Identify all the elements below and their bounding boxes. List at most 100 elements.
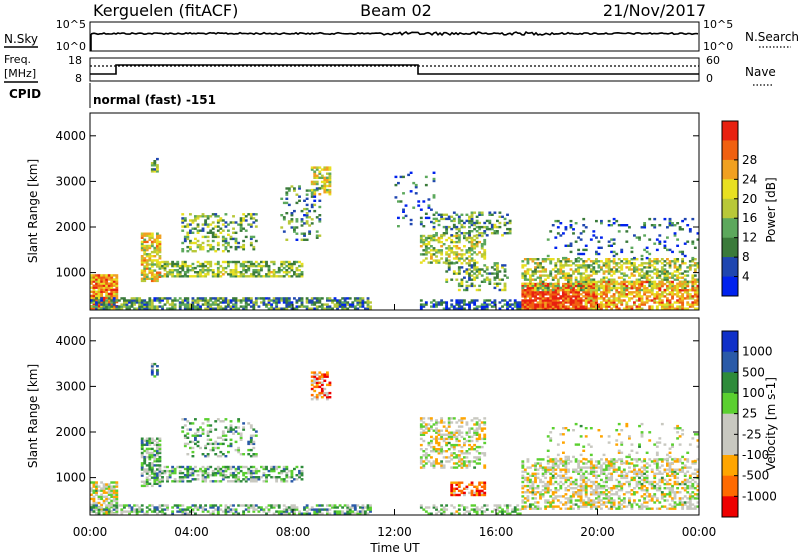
velocity-cell (445, 450, 448, 452)
power-cell (280, 299, 283, 301)
velocity-cell (440, 430, 443, 432)
velocity-cell (252, 441, 255, 443)
power-cell (582, 299, 585, 301)
power-cell (575, 264, 578, 266)
velocity-cell (288, 508, 291, 510)
velocity-cell (217, 443, 220, 445)
power-cell (641, 277, 644, 279)
power-cell (524, 295, 527, 297)
power-cell (433, 178, 436, 180)
velocity-cell (313, 386, 316, 388)
power-cell (473, 212, 476, 214)
power-cell (651, 260, 654, 262)
power-cell (105, 274, 108, 276)
nave-tick-bottom: 0 (706, 72, 713, 85)
power-cell (298, 297, 301, 299)
power-cell (664, 291, 667, 293)
velocity-cell (95, 502, 98, 504)
power-cell (618, 266, 621, 268)
power-cell (260, 265, 263, 267)
power-cell (646, 266, 649, 268)
velocity-cell (458, 440, 461, 442)
velocity-cell (329, 396, 332, 398)
power-cell (580, 281, 583, 283)
power-cell (141, 257, 144, 259)
power-cell (559, 295, 562, 297)
power-cell (148, 233, 151, 235)
power-cell (181, 242, 184, 244)
power-cell (225, 213, 228, 215)
velocity-cell (478, 425, 481, 427)
power-cell (171, 261, 174, 263)
velocity-cell (473, 430, 476, 432)
power-cell (204, 273, 207, 275)
power-cell (280, 297, 283, 299)
velocity-cell (192, 470, 195, 472)
power-cell (123, 297, 126, 299)
power-cell (212, 240, 215, 242)
power-cell (494, 287, 497, 289)
power-cell (219, 305, 222, 307)
power-cell (455, 255, 458, 257)
power-cell (141, 269, 144, 271)
velocity-cell (148, 464, 151, 466)
power-cell (161, 299, 164, 301)
power-cell (349, 303, 352, 305)
velocity-cell (148, 468, 151, 470)
power-cell (539, 281, 542, 283)
velocity-cell (468, 484, 471, 486)
velocity-cell (113, 481, 116, 483)
power-cell (483, 243, 486, 245)
power-cell (450, 239, 453, 241)
power-cell (468, 247, 471, 249)
power-cell (296, 218, 299, 220)
power-cell (230, 299, 233, 301)
power-cell (572, 285, 575, 287)
power-cell (209, 215, 212, 217)
power-cell (600, 266, 603, 268)
velocity-cell (171, 466, 174, 468)
power-cell (532, 260, 535, 262)
velocity-cell (318, 376, 321, 378)
power-cell (291, 263, 294, 265)
velocity-cell (321, 504, 324, 506)
power-cell (608, 297, 611, 299)
power-cell (212, 273, 215, 275)
power-cell (301, 220, 304, 222)
power-cell (227, 265, 230, 267)
power-cell (552, 303, 555, 305)
power-cell (252, 263, 255, 265)
velocity-cell (199, 468, 202, 470)
power-cell (636, 283, 639, 285)
power-cell (577, 264, 580, 266)
power-cell (341, 297, 344, 299)
velocity-cell (240, 504, 243, 506)
velocity-cell (225, 466, 228, 468)
power-cell (204, 299, 207, 301)
power-cell (664, 268, 667, 270)
velocity-cell (453, 462, 456, 464)
velocity-cell (202, 433, 205, 435)
power-cell (669, 287, 672, 289)
power-cell (313, 175, 316, 177)
velocity-cell (273, 476, 276, 478)
velocity-cell (473, 466, 476, 468)
power-cell (516, 303, 519, 305)
power-cell (471, 247, 474, 249)
velocity-cell (301, 474, 304, 476)
power-cell (255, 219, 258, 221)
velocity-cell (478, 434, 481, 436)
power-cell (197, 299, 200, 301)
velocity-cell (466, 460, 469, 462)
velocity-cell (428, 423, 431, 425)
velocity-cell (445, 456, 448, 458)
power-cell (159, 237, 162, 239)
velocity-cell (275, 478, 278, 480)
power-cell (430, 221, 433, 223)
power-cell (143, 253, 146, 255)
velocity-cell (458, 434, 461, 436)
velocity-cell (478, 462, 481, 464)
velocity-cell (463, 488, 466, 490)
power-cell (633, 262, 636, 264)
velocity-cell (458, 486, 461, 488)
